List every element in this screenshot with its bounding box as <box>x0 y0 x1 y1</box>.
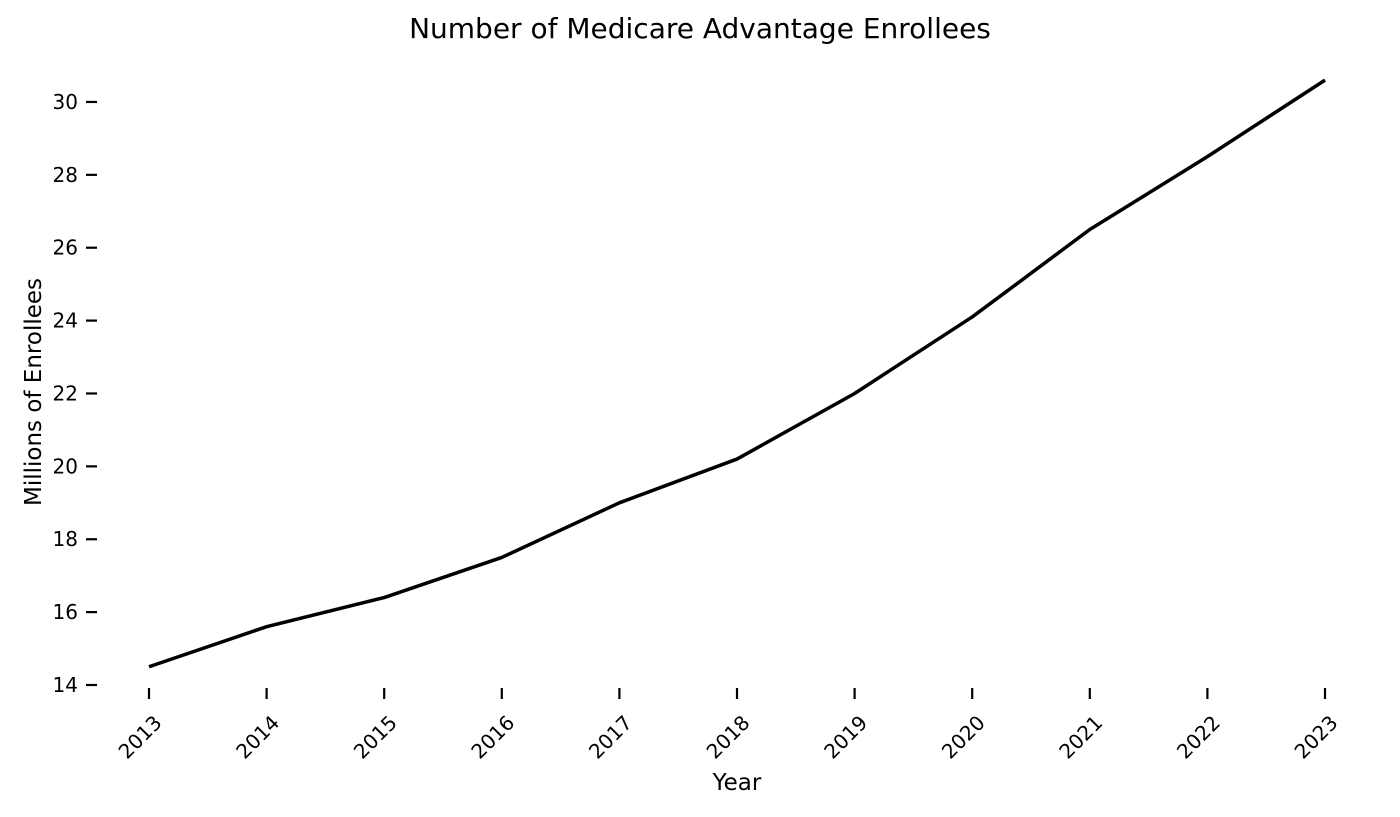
y-tick-label: 24 <box>53 309 78 333</box>
x-tick-label: 2017 <box>584 711 637 764</box>
x-tick-label: 2014 <box>231 711 284 764</box>
x-tick-label: 2013 <box>114 711 167 764</box>
y-axis-ticks: 14 16 18 20 22 24 26 28 30 <box>53 90 97 697</box>
y-tick-label: 20 <box>53 454 78 478</box>
enrollees-line-series <box>148 78 1326 669</box>
x-tick-label: 2019 <box>819 711 872 764</box>
y-tick-label: 30 <box>53 90 78 114</box>
x-tick-label: 2022 <box>1172 711 1225 764</box>
x-tick-label: 2020 <box>937 711 990 764</box>
y-tick-label: 22 <box>53 381 78 405</box>
x-axis-ticks: 2013 2014 2015 2016 2017 2018 2019 2020 2021 2022… <box>114 688 1343 764</box>
chart-title: Number of Medicare Advantage Enrollees <box>409 12 991 45</box>
x-tick-label: 2015 <box>349 711 402 764</box>
y-tick-label: 14 <box>53 673 78 697</box>
y-tick-label: 18 <box>53 527 78 551</box>
y-tick-label: 26 <box>53 236 78 260</box>
y-tick-label: 28 <box>53 163 78 187</box>
y-tick-label: 16 <box>53 600 78 624</box>
x-tick-label: 2023 <box>1290 711 1343 764</box>
x-tick-label: 2018 <box>702 711 755 764</box>
x-tick-label: 2016 <box>466 711 519 764</box>
x-tick-label: 2021 <box>1054 711 1107 764</box>
x-axis-label: Year <box>712 770 762 796</box>
